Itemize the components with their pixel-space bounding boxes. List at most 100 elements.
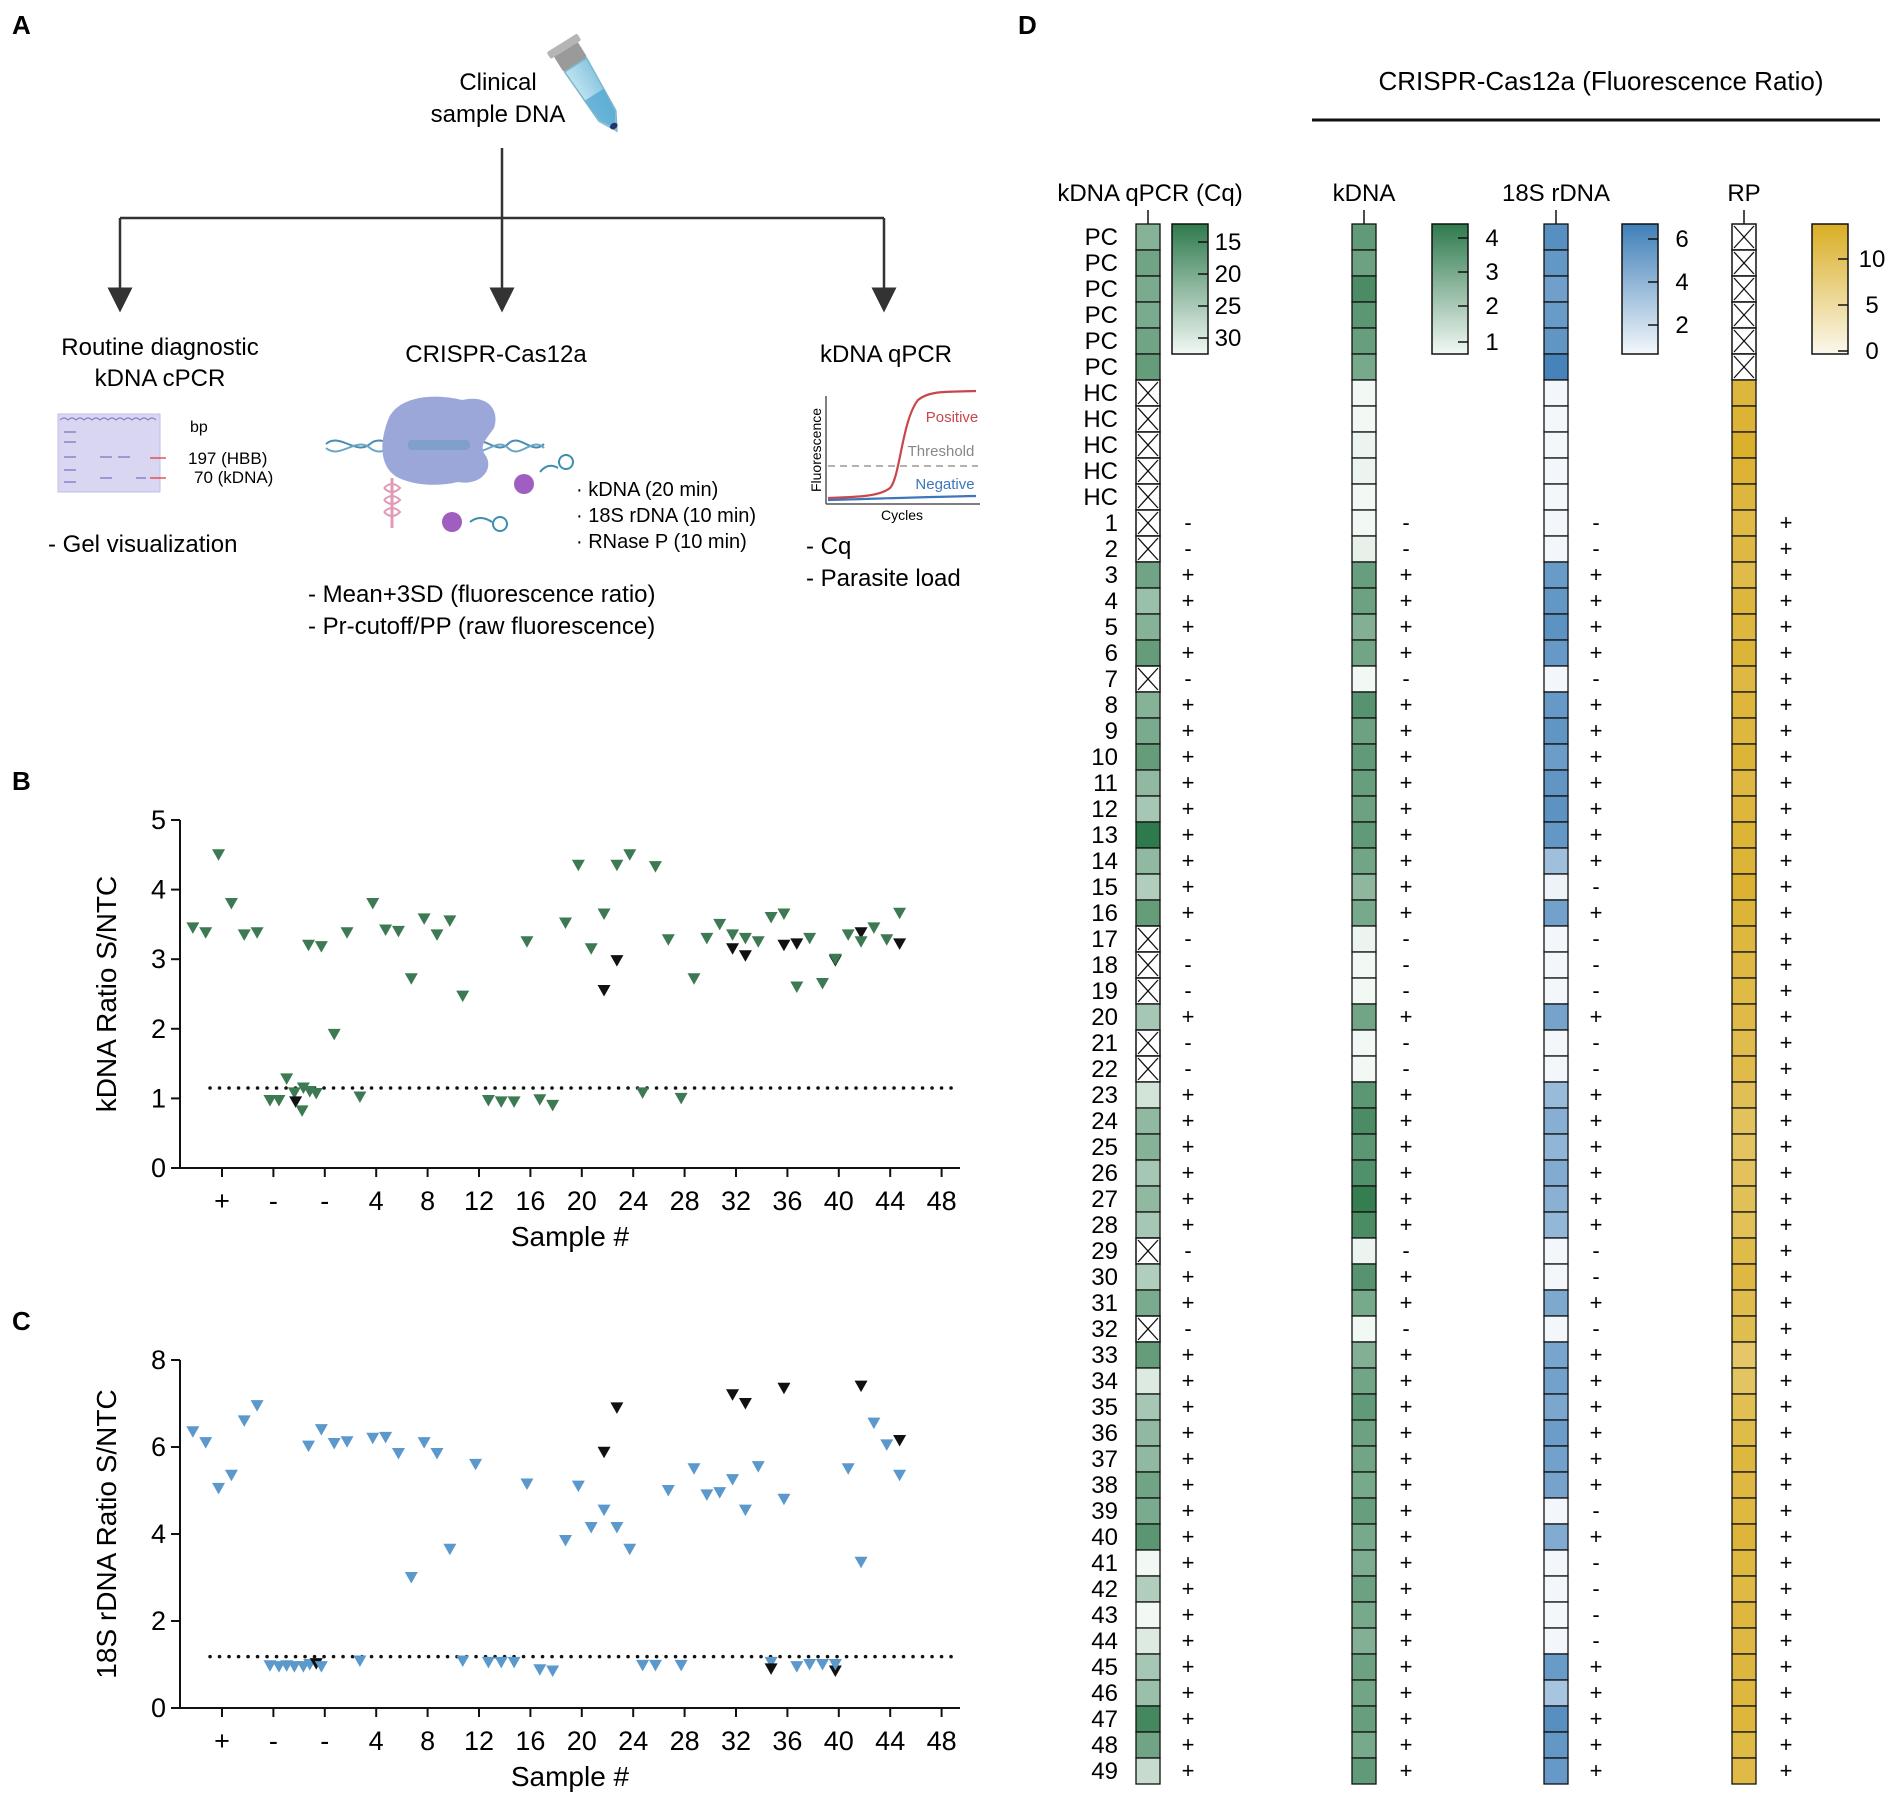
heatmap-cell (1543, 743, 1569, 771)
column-header: 18S rDNA (1502, 180, 1610, 207)
data-point (726, 929, 740, 941)
row-label: 29 (1091, 1238, 1118, 1265)
column-header: RP (1727, 180, 1760, 207)
heatmap-cell (1135, 1393, 1161, 1421)
heatmap-cell (1135, 899, 1161, 927)
heatmap-cell (1135, 1549, 1161, 1577)
heatmap-cell (1135, 1003, 1161, 1031)
result-sign: + (1400, 1290, 1413, 1315)
data-point (481, 1656, 495, 1669)
data-point (296, 1082, 310, 1094)
x-tick-label: 28 (670, 1726, 700, 1756)
gel-unit: bp (190, 419, 208, 436)
result-sign: + (1182, 718, 1195, 743)
heatmap-cell (1351, 405, 1377, 433)
heatmap-cell (1543, 1081, 1569, 1109)
result-sign: + (1182, 562, 1195, 587)
heatmap-cell (1351, 717, 1377, 745)
data-point (726, 1474, 740, 1486)
heatmap-cell (1731, 717, 1757, 745)
result-sign: + (1780, 1680, 1793, 1705)
result-sign: + (1780, 1472, 1793, 1497)
heatmap-cell (1135, 1367, 1161, 1395)
data-point (263, 1660, 277, 1672)
heatmap-cell (1543, 977, 1569, 1005)
heatmap-cell (1351, 1081, 1377, 1109)
heatmap-cell (1135, 1471, 1161, 1499)
heatmap-cell (1351, 1601, 1377, 1629)
data-point (584, 943, 598, 955)
result-sign: + (1780, 900, 1793, 925)
heatmap-cell (1543, 1731, 1569, 1759)
heatmap-cell (1351, 743, 1377, 771)
data-point-highlight (764, 1663, 778, 1675)
heatmap-cell (1135, 639, 1161, 667)
heatmap-cell (1351, 1731, 1377, 1759)
data-point (713, 918, 727, 931)
result-sign: + (1590, 1160, 1603, 1185)
result-sign: + (1400, 1368, 1413, 1393)
na-cross-line (1733, 329, 1755, 353)
result-sign: + (1780, 1004, 1793, 1029)
result-sign: + (1400, 1264, 1413, 1289)
data-point (186, 1426, 200, 1438)
heatmap-cell (1543, 509, 1569, 537)
data-point (263, 1094, 277, 1107)
heatmap-cell (1135, 1133, 1161, 1161)
heatmap-cell (1731, 431, 1757, 459)
result-sign: + (1590, 770, 1603, 795)
data-point-highlight (893, 1434, 907, 1447)
row-label: 4 (1105, 588, 1118, 615)
heatmap-cell (1731, 1081, 1757, 1109)
row-label: 32 (1091, 1316, 1118, 1343)
heatmap-cell (1135, 1705, 1161, 1733)
heatmap-cell (1543, 613, 1569, 641)
na-cross-line (1137, 1239, 1159, 1263)
result-sign: + (1400, 1758, 1413, 1783)
result-sign: - (1402, 952, 1409, 977)
heatmap-cell (1543, 639, 1569, 667)
heatmap-cell (1135, 561, 1161, 589)
heatmap-cell (1543, 457, 1569, 485)
data-point (867, 1417, 881, 1430)
heatmap-cell (1543, 249, 1569, 277)
result-sign: + (1780, 1212, 1793, 1237)
qpcr-negative-label: Negative (915, 476, 974, 493)
result-sign: + (1780, 1394, 1793, 1419)
row-label: 44 (1091, 1628, 1118, 1655)
heatmap-cell (1731, 743, 1757, 771)
result-sign: + (1590, 822, 1603, 847)
heatmap-cell (1543, 1497, 1569, 1525)
heatmap-cell (1351, 1237, 1377, 1265)
heatmap-cell (1351, 1341, 1377, 1369)
result-sign: + (1780, 614, 1793, 639)
x-tick-label: - (320, 1186, 329, 1216)
data-point (700, 932, 714, 945)
heatmap-cell (1543, 1315, 1569, 1343)
result-sign: + (1780, 640, 1793, 665)
clinical-sample-label: Clinical (459, 69, 536, 96)
data-point (687, 973, 701, 985)
heatmap-cell (1731, 873, 1757, 901)
result-sign: + (1590, 1342, 1603, 1367)
heatmap-cell (1351, 1029, 1377, 1057)
result-sign: + (1400, 1524, 1413, 1549)
row-label: 6 (1105, 640, 1118, 667)
data-point (571, 1480, 585, 1493)
result-sign: - (1592, 1576, 1599, 1601)
result-sign: + (1182, 1446, 1195, 1471)
result-sign: + (1590, 1134, 1603, 1159)
heatmap-cell (1351, 1497, 1377, 1525)
result-sign: - (1592, 952, 1599, 977)
data-point-highlight (597, 985, 611, 997)
result-sign: + (1780, 822, 1793, 847)
result-sign: + (1590, 1654, 1603, 1679)
result-sign: + (1182, 1472, 1195, 1497)
heatmap-cell (1543, 1003, 1569, 1031)
result-sign: + (1590, 900, 1603, 925)
heatmap-cell (1351, 1471, 1377, 1499)
result-sign: - (1184, 1056, 1191, 1081)
heatmap-cell (1135, 717, 1161, 745)
row-label: 15 (1091, 874, 1118, 901)
